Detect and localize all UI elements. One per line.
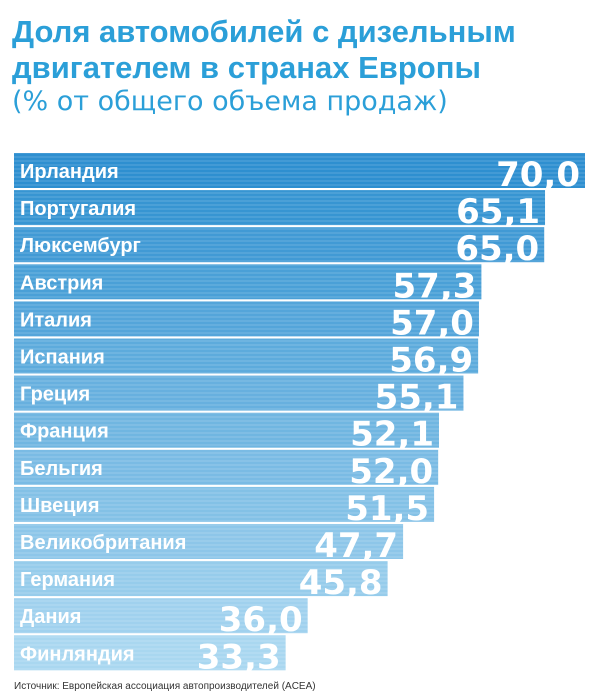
value-label: 52,0 (349, 452, 433, 492)
category-label: Греция (20, 384, 90, 406)
category-label: Ирландия (20, 161, 119, 183)
category-label: Дания (20, 606, 81, 628)
bar-texture (14, 338, 479, 374)
category-label: Великобритания (20, 532, 186, 554)
category-label: Италия (20, 309, 92, 331)
bar-texture (14, 227, 545, 263)
bar-texture (14, 190, 546, 226)
bar-group: Великобритания 47,7 (14, 524, 404, 566)
bar-group: Германия 45,8 (14, 561, 388, 603)
bar-texture (14, 449, 439, 485)
bar-group: Швеция 51,5 (14, 486, 435, 529)
category-label: Испания (20, 347, 105, 369)
category-label: Бельгия (20, 458, 103, 480)
value-label: 51,5 (345, 489, 429, 529)
bar-group: Дания 36,0 (14, 598, 308, 640)
bar-texture (14, 635, 286, 671)
value-label: 65,0 (455, 229, 539, 269)
category-label: Австрия (20, 272, 103, 294)
bar-group: Португалия 65,1 (14, 190, 546, 232)
category-label: Швеция (20, 495, 100, 517)
value-label: 65,1 (456, 192, 540, 232)
category-label: Португалия (20, 198, 136, 220)
bar-texture (14, 301, 479, 337)
bar-texture (14, 264, 482, 300)
bar-group: Испания 56,9 (14, 338, 479, 381)
category-label: Германия (20, 569, 115, 591)
bar-group: Люксембург 65,0 (14, 227, 545, 269)
value-label: 56,9 (389, 341, 473, 381)
value-label: 33,3 (197, 637, 281, 677)
value-label: 57,3 (393, 266, 477, 306)
value-label: 45,8 (299, 563, 383, 603)
value-label: 52,1 (350, 415, 434, 455)
bar-group: Италия 57,0 (14, 301, 479, 343)
bar-group: Австрия 57,3 (14, 264, 482, 306)
bar-group: Бельгия 52,0 (14, 449, 439, 492)
bar-texture (14, 412, 439, 448)
category-label: Франция (20, 421, 109, 443)
bar-texture (14, 561, 388, 597)
bar-texture (14, 524, 404, 559)
category-label: Люксембург (20, 235, 141, 257)
value-label: 70,0 (496, 155, 580, 195)
bar-texture (14, 153, 585, 188)
bar-group: Финляндия 33,3 (14, 635, 286, 677)
value-label: 55,1 (375, 378, 459, 418)
bar-group: Греция 55,1 (14, 375, 464, 418)
chart-title: Доля автомобилей с дизельным двигателем … (12, 14, 516, 85)
bar-texture (14, 598, 308, 634)
chart-subtitle: (% от общего объема продаж) (12, 86, 448, 117)
bar-group: Ирландия 70,0 (14, 153, 585, 195)
bar-texture (14, 486, 435, 522)
value-label: 57,0 (390, 303, 474, 343)
value-label: 47,7 (314, 526, 398, 566)
value-label: 36,0 (219, 600, 303, 640)
category-label: Финляндия (20, 643, 135, 665)
bar-group: Франция 52,1 (14, 412, 439, 455)
source-note: Источник: Европейская ассоциация автопро… (14, 681, 316, 692)
bar-texture (14, 375, 464, 411)
